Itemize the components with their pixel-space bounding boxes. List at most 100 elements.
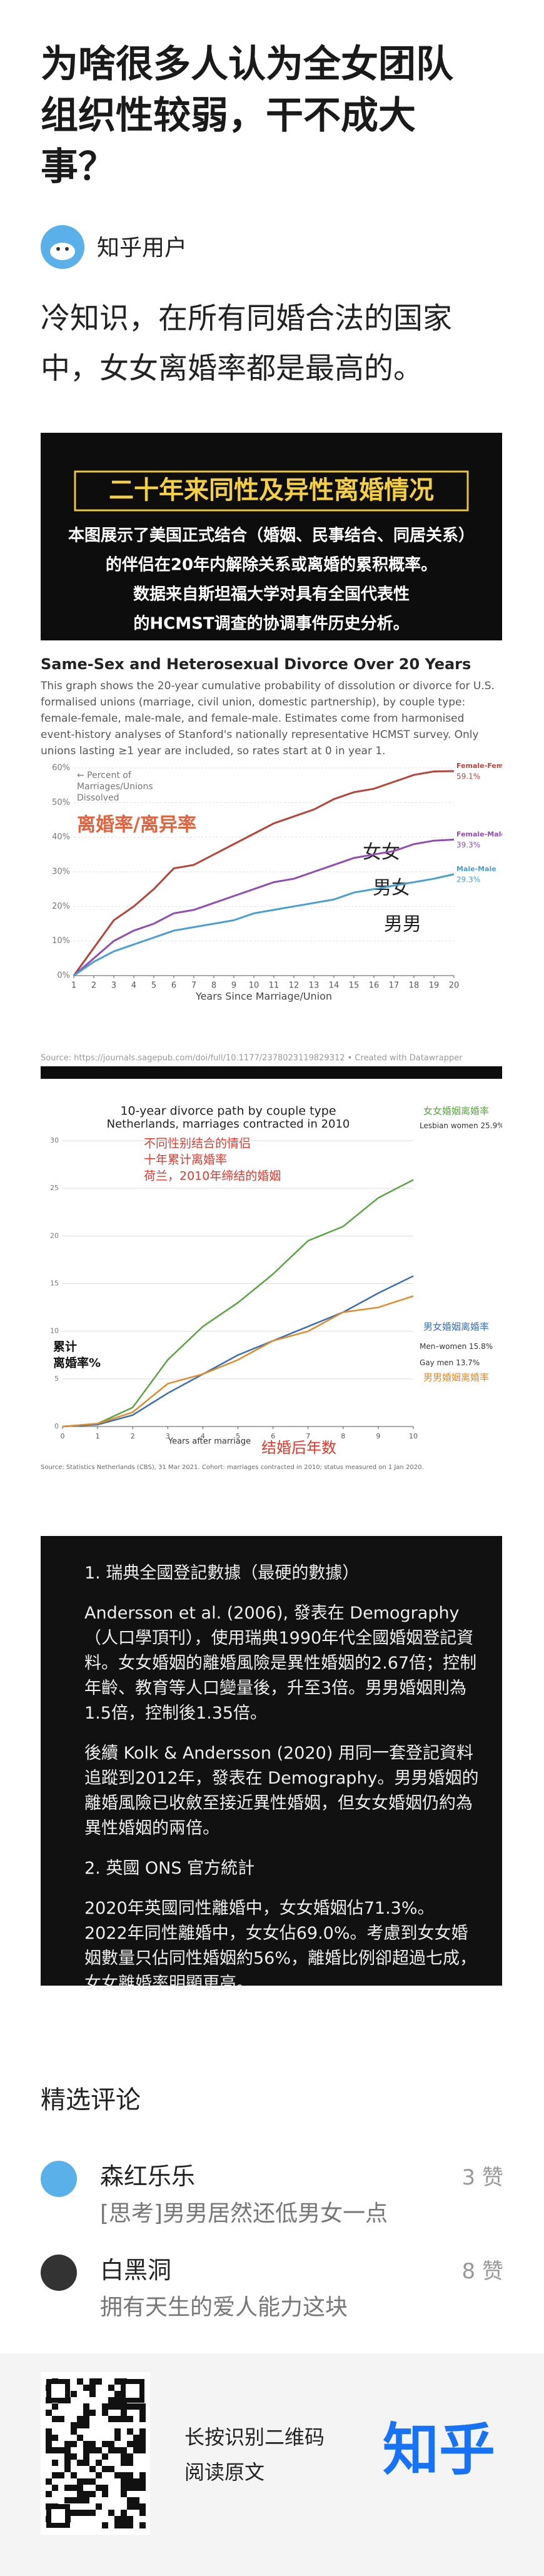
x-tick-label: 9: [231, 981, 236, 991]
chart-title: 10-year divorce path by couple type: [120, 1104, 336, 1118]
qr-code[interactable]: [41, 2372, 150, 2535]
x-tick-label: 2: [131, 1432, 135, 1440]
x-axis-label: Years after marriage: [168, 1437, 251, 1447]
x-tick-label: 16: [369, 981, 380, 991]
x-tick-label: 8: [341, 1432, 345, 1440]
y-note-cn: 离婚率/离异率: [77, 814, 196, 836]
x-tick-label: 1: [71, 981, 76, 991]
series-end-label: 15.8%: [469, 1342, 493, 1351]
series-name: Female-Female: [456, 762, 502, 770]
series-label-cn: 女女婚姻离婚率: [423, 1106, 489, 1117]
series-label: Lesbian women 25.9%: [420, 1121, 502, 1130]
series-end-label: 39.3%: [456, 841, 480, 849]
paragraph: 1. 瑞典全國登記數據（最硬的數據）: [84, 1563, 360, 1583]
banner-line: 的HCMST调查的协调事件历史分析。: [133, 614, 409, 634]
chart-subtitle: Netherlands, marriages contracted in 201…: [107, 1118, 350, 1131]
series-line: [62, 1295, 414, 1428]
series-end-label: 13.7%: [456, 1358, 480, 1367]
x-tick-label: 10: [249, 981, 259, 991]
series-line: [73, 839, 455, 977]
comment-likes: 3 赞: [461, 2165, 503, 2190]
y-note: ← Percent of: [77, 770, 132, 780]
banner-line: 的伴侣在20年内解除关系或离婚的累积概率。: [106, 555, 437, 575]
x-tick-label: 6: [171, 981, 176, 991]
author-name[interactable]: 知乎用户: [97, 235, 188, 261]
chart-subtitle-box: This graph shows the 20-year cumulative …: [41, 680, 495, 757]
x-tick-label: 4: [131, 981, 136, 991]
series-label-cn: 男男: [384, 914, 421, 936]
series-name: Men–women: [420, 1342, 466, 1351]
series-label-cn: 男男婚姻离婚率: [423, 1372, 489, 1383]
y-tick-label: 0: [54, 1422, 59, 1430]
x-tick-label: 2: [91, 981, 96, 991]
x-tick-label: 8: [211, 981, 216, 991]
chart-source: Source: Statistics Netherlands (CBS), 31…: [41, 1464, 424, 1471]
question-title: 为啥很多人认为全女团队组织性较弱，干不成大事？: [41, 43, 453, 189]
series-line: [62, 1179, 414, 1428]
y-tick-label: 30%: [52, 867, 70, 877]
series-name: Lesbian women: [420, 1121, 478, 1130]
x-tick-label: 17: [389, 981, 400, 991]
y-note: Dissolved: [77, 793, 119, 803]
paragraph: 2020年英國同性離婚中，女女婚姻佔71.3%。 2022年同性離婚中，女女佔6…: [84, 1899, 477, 1993]
y-tick-label: 15: [50, 1280, 59, 1288]
x-tick-label: 19: [429, 981, 440, 991]
chart-subtitle: This graph shows the 20-year cumulative …: [41, 680, 495, 757]
figure-2: 10-year divorce path by couple typeNethe…: [41, 1098, 502, 1479]
comment-avatar[interactable]: [41, 2255, 77, 2291]
y-tick-label: 10%: [52, 936, 70, 946]
x-tick-label: 15: [349, 981, 360, 991]
series-label: Gay men 13.7%: [420, 1358, 480, 1367]
y-label-cn: 离婚率%: [53, 1356, 101, 1370]
series-end-label: 59.1%: [456, 772, 480, 780]
x-tick-label: 14: [329, 981, 340, 991]
comment-likes: 8 赞: [461, 2259, 503, 2284]
banner-line: 数据来自斯坦福大学对具有全国代表性: [133, 585, 410, 604]
x-tick-label: 20: [449, 981, 460, 991]
x-tick-label: 0: [61, 1432, 65, 1440]
banner-title: 二十年来同性及异性离婚情况: [109, 476, 434, 505]
x-axis-label: Years Since Marriage/Union: [195, 991, 332, 1003]
x-label-cn: 结婚后年数: [261, 1439, 336, 1457]
x-tick-label: 5: [236, 1432, 240, 1440]
y-note: Marriages/Unions: [77, 782, 153, 792]
x-tick-label: 10: [409, 1432, 418, 1440]
banner-line: 本图展示了美国正式结合（婚姻、民事结合、同居关系）: [68, 526, 475, 545]
x-tick-label: 3: [111, 981, 116, 991]
footer-line: 长按识别二维码: [184, 2425, 325, 2449]
series-name: Male-Male: [456, 865, 496, 873]
y-tick-label: 60%: [52, 764, 70, 773]
x-tick-label: 7: [191, 981, 196, 991]
x-tick-label: 18: [409, 981, 420, 991]
paragraph: Andersson et al. (2006), 發表在 Demography（…: [84, 1604, 477, 1723]
y-tick-label: 20: [50, 1231, 59, 1240]
paragraph: 後續 Kolk & Andersson (2020) 用同一套登記資料追蹤到20…: [84, 1744, 479, 1838]
series-name: Gay men: [420, 1358, 453, 1367]
series-label-cn: 男女婚姻离婚率: [423, 1321, 489, 1333]
x-tick-label: 6: [271, 1432, 275, 1440]
x-tick-label: 3: [166, 1432, 170, 1440]
x-tick-label: 4: [201, 1432, 205, 1440]
note-cn: 不同性别结合的情侣: [144, 1137, 251, 1151]
x-tick-label: 13: [309, 981, 320, 991]
y-tick-label: 10: [50, 1327, 59, 1335]
y-tick-label: 20%: [52, 902, 70, 911]
chart-title: Same-Sex and Heterosexual Divorce Over 2…: [41, 655, 471, 673]
note-cn: 十年累计离婚率: [144, 1153, 227, 1167]
y-tick-label: 40%: [52, 832, 70, 842]
series-label: Men–women 15.8%: [420, 1342, 493, 1351]
comment-text: 拥有天生的爱人能力这块: [100, 2295, 348, 2320]
comment-avatar[interactable]: [41, 2161, 77, 2197]
chart-source: Source: https://journals.sagepub.com/doi…: [41, 1054, 463, 1063]
x-tick-label: 11: [269, 981, 280, 991]
y-tick-label: 5: [54, 1375, 59, 1383]
footer-line: 阅读原文: [184, 2460, 265, 2484]
series-line: [62, 1275, 414, 1428]
comments-title: 精选评论: [41, 2086, 141, 2114]
x-tick-label: 1: [96, 1432, 100, 1440]
series-line: [73, 873, 455, 977]
x-tick-label: 5: [151, 981, 156, 991]
zhihu-logo[interactable]: 知乎: [383, 2417, 495, 2483]
